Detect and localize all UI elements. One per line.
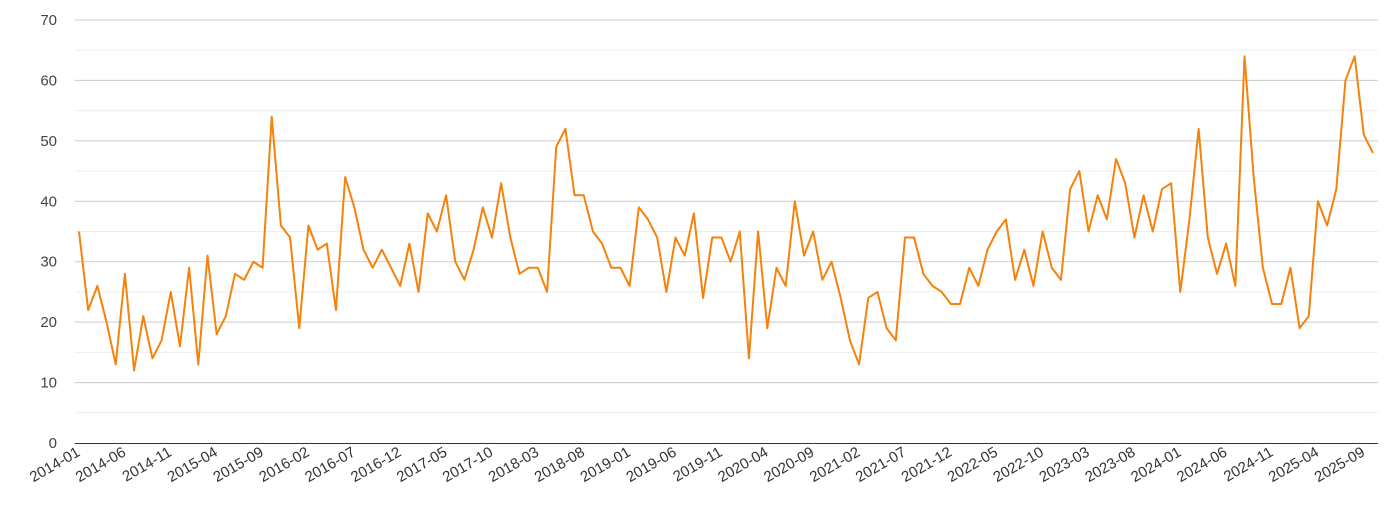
x-tick-label: 2016-07: [302, 444, 358, 486]
x-tick-label: 2014-11: [120, 444, 175, 486]
y-tick-label: 30: [40, 254, 57, 271]
series-group: [78, 55, 1374, 372]
y-tick-label: 20: [40, 314, 57, 331]
x-tick-label: 2021-07: [853, 444, 909, 486]
x-tick-label: 2021-02: [807, 444, 863, 486]
x-tick-label: 2019-01: [577, 444, 633, 486]
x-tick-label: 2016-02: [256, 444, 312, 486]
x-tick-label: 2020-04: [715, 444, 771, 486]
series-line: [78, 55, 1374, 372]
x-tick-label: 2014-06: [73, 444, 129, 486]
x-tick-label: 2025-04: [1266, 444, 1322, 486]
x-tick-label: 2023-03: [1036, 444, 1092, 486]
x-tick-label: 2019-11: [670, 444, 725, 486]
x-tick-label: 2020-09: [761, 444, 817, 486]
grid-lines: [75, 19, 1378, 414]
x-tick-label: 2021-12: [899, 444, 955, 486]
y-tick-label: 10: [40, 375, 57, 392]
y-tick-label: 60: [40, 72, 57, 89]
x-tick-label: 2019-06: [623, 444, 679, 486]
y-tick-label: 40: [40, 193, 57, 210]
y-tick-label: 0: [49, 435, 57, 452]
x-tick-label: 2018-08: [532, 444, 588, 486]
x-axis: 2014-012014-062014-112015-042015-092016-…: [27, 443, 1378, 486]
x-tick-label: 2016-12: [348, 444, 404, 486]
x-tick-label: 2024-01: [1128, 444, 1184, 486]
x-tick-label: 2022-10: [990, 444, 1046, 486]
x-tick-label: 2017-05: [394, 444, 450, 486]
y-axis-ticks: 0 10 20 30 40 50 60 70: [40, 12, 57, 452]
x-tick-label: 2025-09: [1312, 444, 1368, 486]
x-tick-label: 2015-09: [210, 444, 266, 486]
x-tick-label: 2017-10: [440, 444, 496, 486]
x-tick-label: 2023-08: [1082, 444, 1138, 486]
x-tick-label: 2018-03: [486, 444, 542, 486]
x-tick-label: 2015-04: [164, 444, 220, 486]
y-tick-label: 70: [40, 12, 57, 29]
x-tick-label: 2022-05: [945, 444, 1001, 486]
x-tick-label: 2024-11: [1221, 444, 1276, 486]
y-tick-label: 50: [40, 133, 57, 150]
x-tick-label: 2024-06: [1174, 444, 1230, 486]
